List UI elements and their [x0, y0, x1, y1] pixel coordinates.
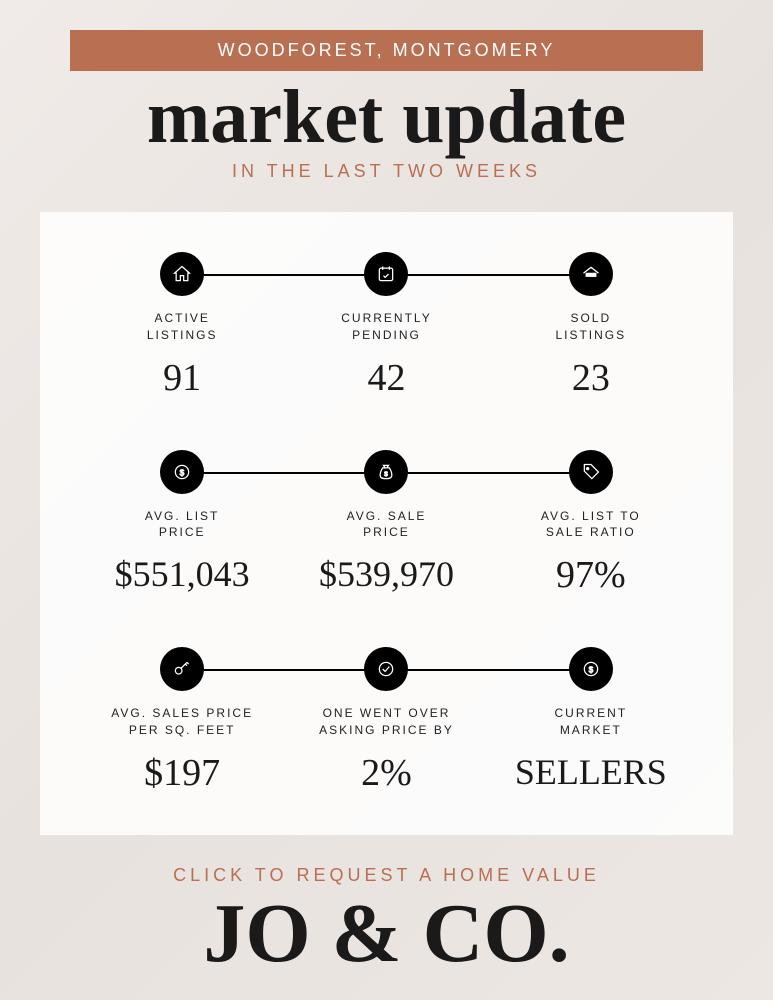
stat-value: $197: [80, 751, 284, 795]
svg-text:$: $: [385, 471, 389, 478]
stat-value: SELLERS: [489, 751, 693, 793]
stat-label: CURRENT MARKET: [489, 705, 693, 739]
location-banner: WOODFOREST, MONTGOMERY: [70, 30, 703, 71]
stat-row: ACTIVE LISTINGS 91 CURRENTLY PENDING 42 …: [80, 252, 693, 400]
stat-label: AVG. LIST PRICE: [80, 508, 284, 542]
stats-card: ACTIVE LISTINGS 91 CURRENTLY PENDING 42 …: [40, 212, 733, 835]
subtitle: IN THE LAST TWO WEEKS: [50, 161, 723, 182]
stat-label: AVG. SALES PRICE PER SQ. FEET: [80, 705, 284, 739]
calendar-icon: [364, 252, 408, 296]
svg-text:$: $: [588, 665, 593, 675]
stat-over-asking: ONE WENT OVER ASKING PRICE BY 2%: [284, 647, 488, 795]
market-update-infographic: WOODFOREST, MONTGOMERY market update IN …: [0, 0, 773, 996]
money-bag-icon: $: [364, 450, 408, 494]
stat-value: 2%: [284, 751, 488, 795]
stat-sold-listings: SOLD SOLD LISTINGS 23: [489, 252, 693, 400]
stat-value: $551,043: [80, 553, 284, 595]
stat-label: CURRENTLY PENDING: [284, 310, 488, 344]
sold-icon: SOLD: [569, 252, 613, 296]
stat-active-listings: ACTIVE LISTINGS 91: [80, 252, 284, 400]
stat-price-per-sqft: AVG. SALES PRICE PER SQ. FEET $197: [80, 647, 284, 795]
house-icon: [160, 252, 204, 296]
stat-row: AVG. SALES PRICE PER SQ. FEET $197 ONE W…: [80, 647, 693, 795]
stat-currently-pending: CURRENTLY PENDING 42: [284, 252, 488, 400]
key-icon: [160, 647, 204, 691]
stat-value: 23: [489, 356, 693, 400]
main-title: market update: [50, 79, 723, 155]
stat-label: ACTIVE LISTINGS: [80, 310, 284, 344]
stat-row: $ AVG. LIST PRICE $551,043 $ AVG. SALE P…: [80, 450, 693, 598]
stat-avg-sale-price: $ AVG. SALE PRICE $539,970: [284, 450, 488, 598]
brand-logo: JO & CO.: [50, 892, 723, 976]
cta-link[interactable]: CLICK TO REQUEST A HOME VALUE: [50, 865, 723, 886]
svg-text:$: $: [180, 467, 185, 477]
dollar-icon: $: [569, 647, 613, 691]
tag-icon: [569, 450, 613, 494]
stat-label: ONE WENT OVER ASKING PRICE BY: [284, 705, 488, 739]
stat-label: AVG. LIST TO SALE RATIO: [489, 508, 693, 542]
stat-value: 97%: [489, 553, 693, 597]
stat-value: 42: [284, 356, 488, 400]
stat-value: $539,970: [284, 553, 488, 595]
stat-label: AVG. SALE PRICE: [284, 508, 488, 542]
stat-label: SOLD LISTINGS: [489, 310, 693, 344]
stat-current-market: $ CURRENT MARKET SELLERS: [489, 647, 693, 795]
check-circle-icon: [364, 647, 408, 691]
svg-text:SOLD: SOLD: [587, 274, 594, 277]
stat-value: 91: [80, 356, 284, 400]
stat-list-to-sale-ratio: AVG. LIST TO SALE RATIO 97%: [489, 450, 693, 598]
dollar-circle-icon: $: [160, 450, 204, 494]
stat-avg-list-price: $ AVG. LIST PRICE $551,043: [80, 450, 284, 598]
